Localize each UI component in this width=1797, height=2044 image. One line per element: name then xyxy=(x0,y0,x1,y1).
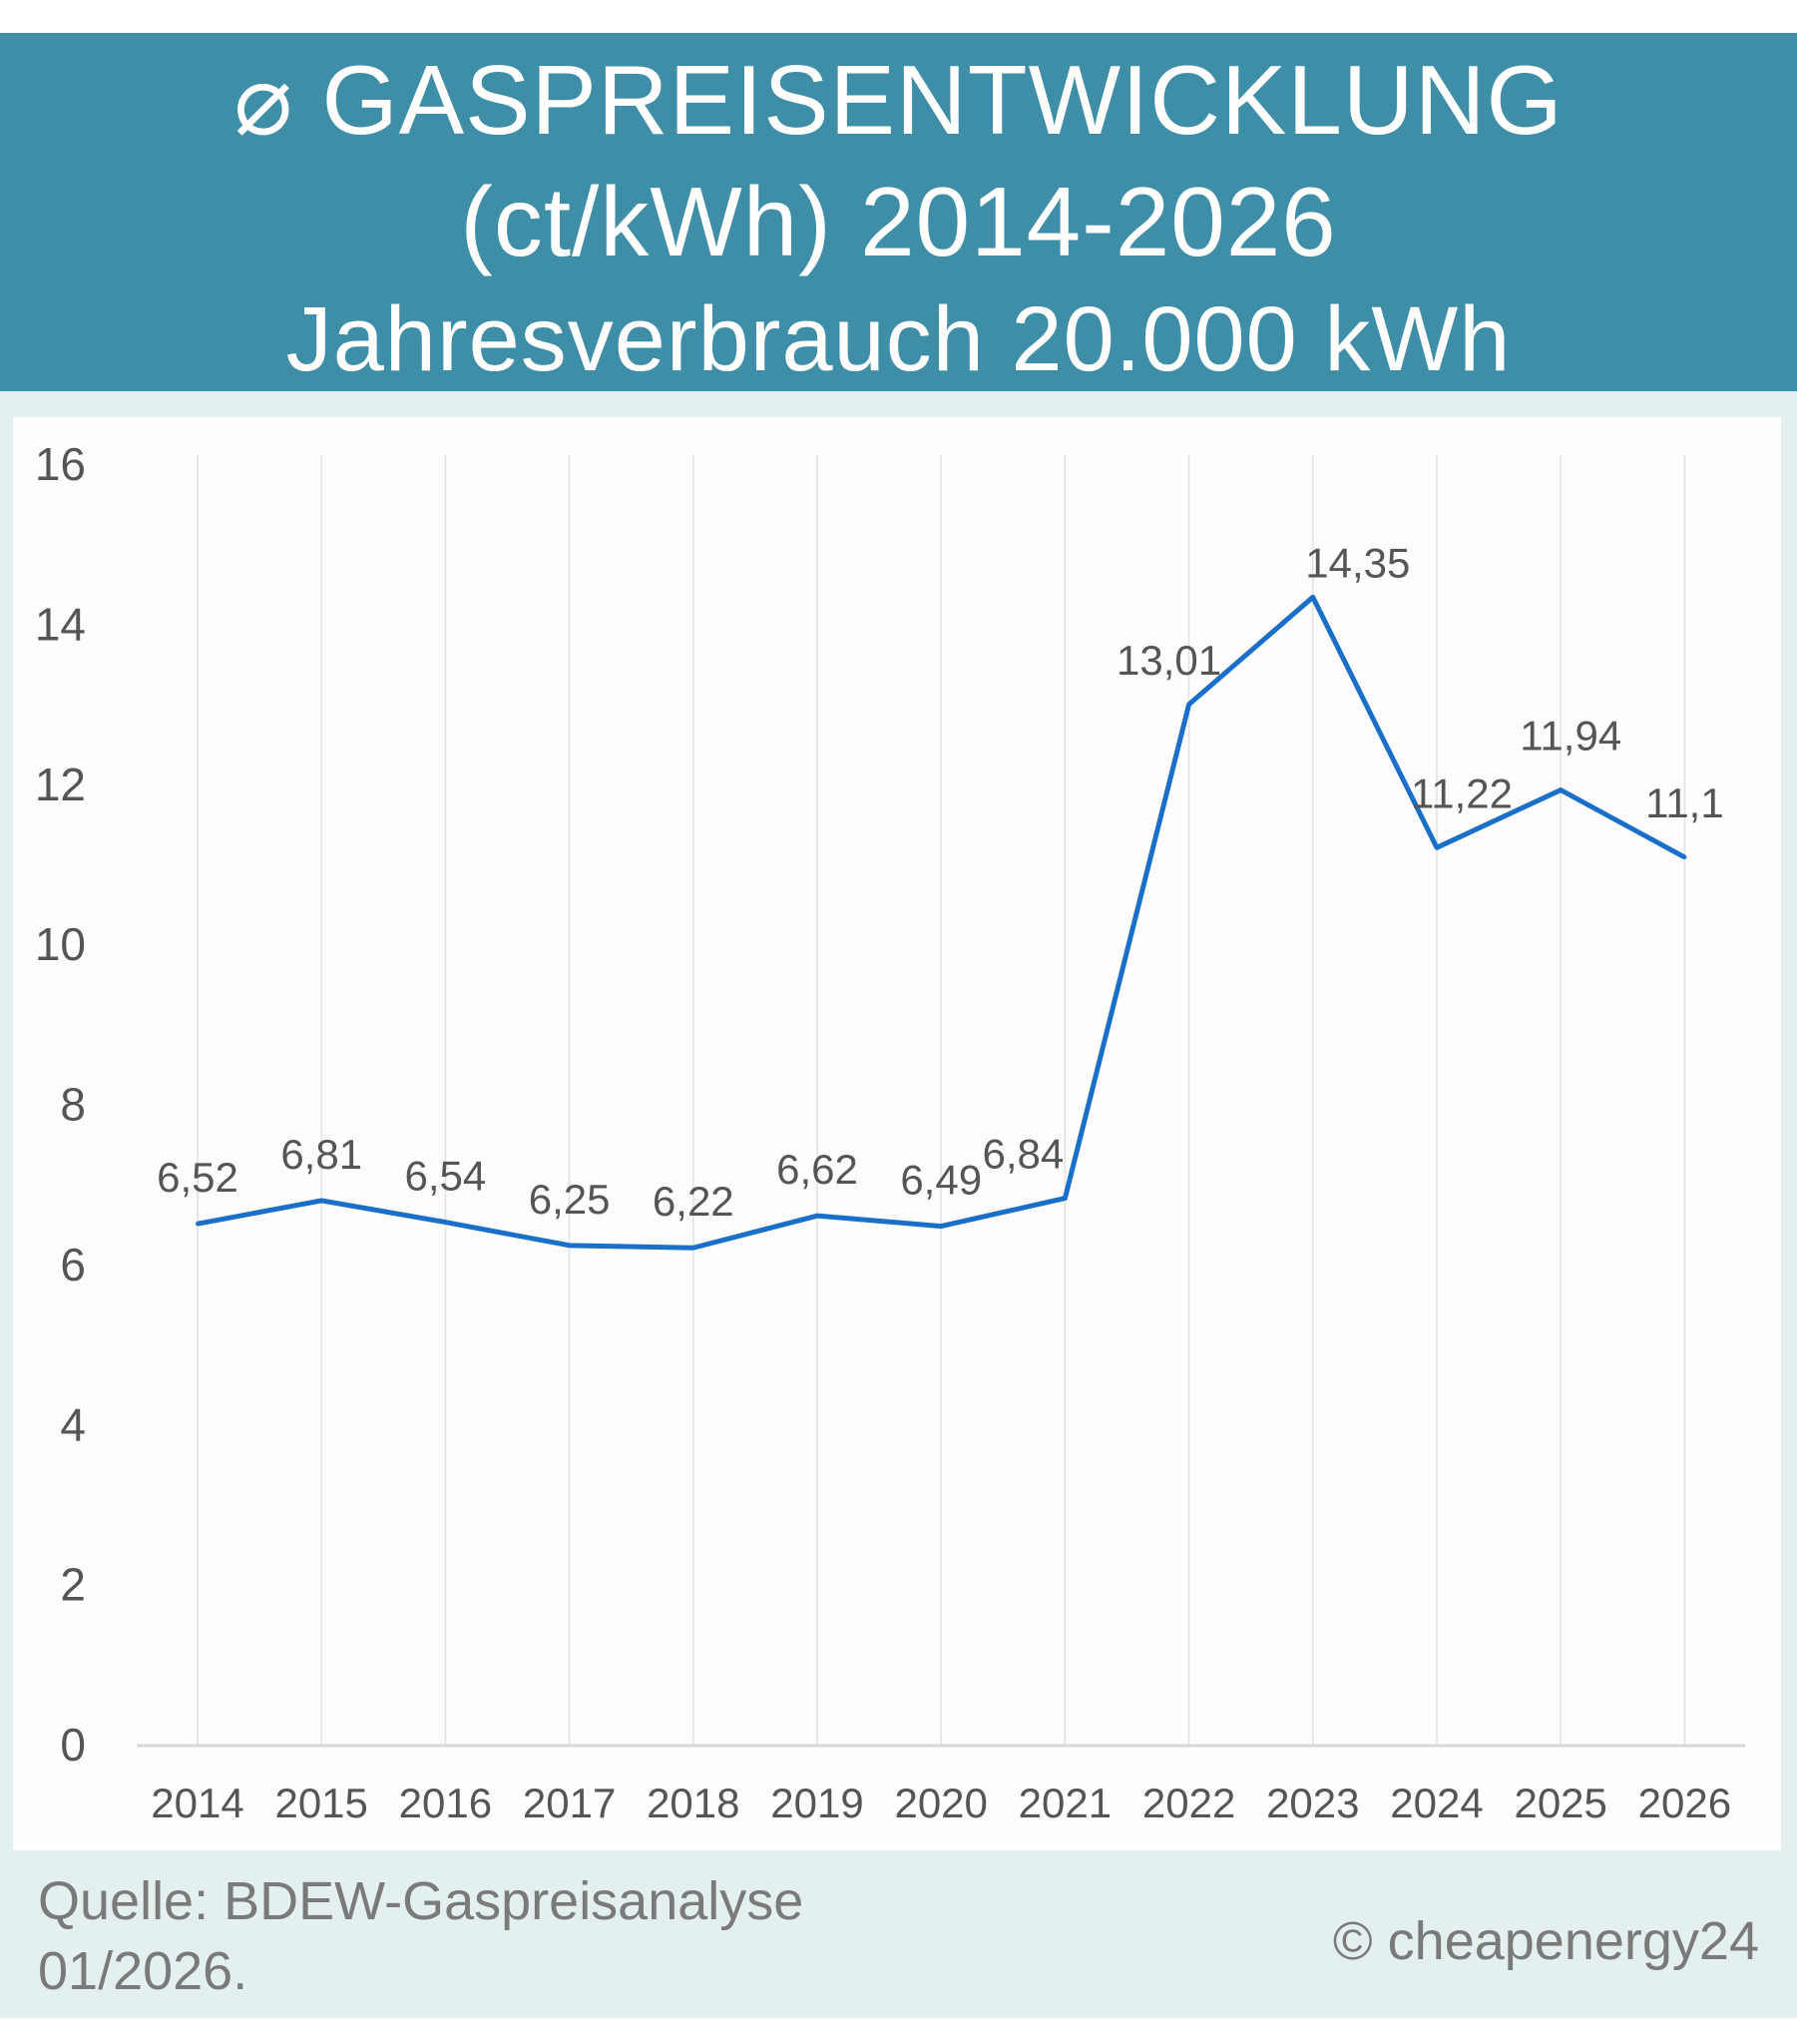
subtitle: Jahresverbrauch 20.000 kWh xyxy=(285,288,1512,390)
data-point xyxy=(443,1220,448,1225)
y-tick-label: 16 xyxy=(35,438,86,490)
y-tick-label: 0 xyxy=(60,1719,86,1771)
data-point xyxy=(1310,595,1315,600)
x-tick-label: 2015 xyxy=(274,1780,367,1826)
x-tick-label: 2017 xyxy=(523,1780,616,1826)
data-label: 13,01 xyxy=(1117,637,1221,684)
data-label: 6,25 xyxy=(529,1176,611,1223)
x-tick-label: 2021 xyxy=(1019,1780,1112,1826)
data-label: 6,54 xyxy=(405,1153,487,1200)
data-label: 6,52 xyxy=(157,1154,238,1201)
copyright: © cheapenergy24 xyxy=(1332,1911,1759,1971)
y-tick-label: 8 xyxy=(60,1079,86,1131)
y-tick-label: 6 xyxy=(60,1239,86,1290)
x-tick-label: 2023 xyxy=(1266,1780,1359,1826)
data-point xyxy=(939,1224,944,1229)
data-point xyxy=(567,1243,572,1248)
data-label: 6,62 xyxy=(776,1146,858,1193)
data-label: 6,49 xyxy=(900,1157,982,1204)
title-line-2: (ct/kWh) 2014-2026 xyxy=(460,167,1337,276)
y-tick-label: 2 xyxy=(60,1559,86,1611)
y-tick-label: 14 xyxy=(35,598,86,650)
x-tick-label: 2024 xyxy=(1390,1780,1483,1826)
data-point xyxy=(1063,1196,1068,1201)
x-tick-label: 2019 xyxy=(770,1780,863,1826)
data-label: 6,81 xyxy=(280,1131,362,1178)
chart-panel xyxy=(13,417,1781,1850)
data-point xyxy=(1559,787,1564,792)
data-label: 14,35 xyxy=(1305,539,1410,586)
data-point xyxy=(196,1222,200,1227)
x-tick-label: 2022 xyxy=(1142,1780,1235,1826)
x-tick-label: 2018 xyxy=(647,1780,739,1826)
title-line-1: ⌀ GASPREISENTWICKLUNG xyxy=(233,45,1564,155)
data-point xyxy=(1186,702,1191,707)
chart-header: ⌀ GASPREISENTWICKLUNG (ct/kWh) 2014-2026… xyxy=(0,33,1797,391)
data-point xyxy=(319,1198,324,1203)
source-line-2: 01/2026. xyxy=(38,1941,248,2001)
source-line-1: Quelle: BDEW-Gaspreisanalyse xyxy=(38,1871,804,1931)
data-label: 6,22 xyxy=(653,1178,734,1225)
x-tick-label: 2020 xyxy=(894,1780,987,1826)
data-point xyxy=(815,1214,819,1219)
data-point xyxy=(1682,854,1687,859)
data-point xyxy=(690,1246,695,1251)
data-label: 11,1 xyxy=(1645,779,1724,826)
data-label: 11,94 xyxy=(1520,713,1621,760)
data-point xyxy=(1435,845,1439,850)
x-tick-label: 2016 xyxy=(399,1780,492,1826)
data-label: 6,84 xyxy=(983,1131,1065,1178)
y-tick-label: 10 xyxy=(35,918,86,970)
x-tick-label: 2026 xyxy=(1638,1780,1731,1826)
y-tick-label: 4 xyxy=(60,1398,86,1450)
x-tick-label: 2014 xyxy=(151,1780,243,1826)
data-label: 11,22 xyxy=(1411,769,1513,816)
x-tick-label: 2025 xyxy=(1514,1780,1606,1826)
y-tick-label: 12 xyxy=(35,759,86,810)
